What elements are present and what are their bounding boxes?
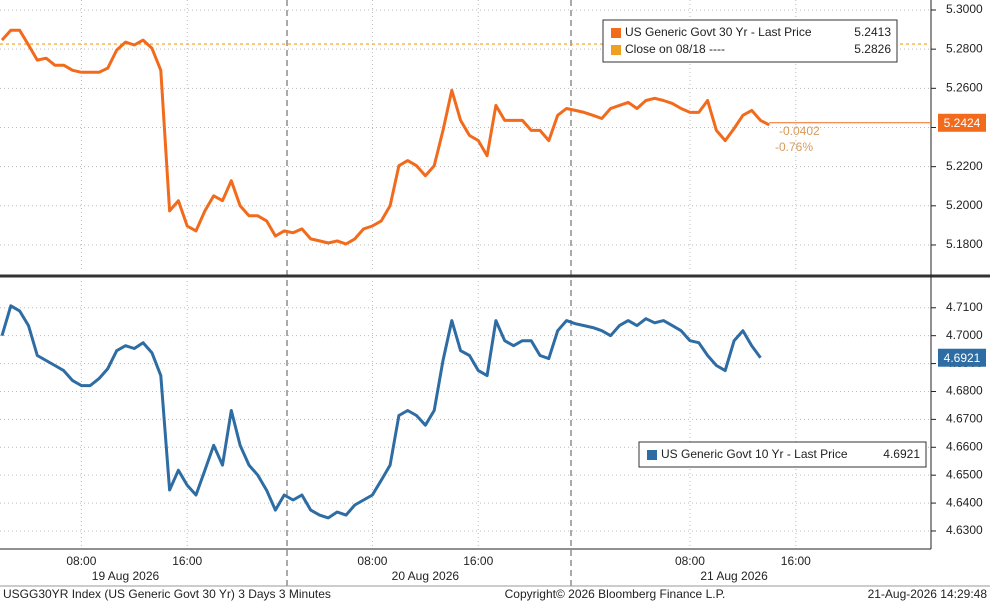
x-tick-label: 08:00: [357, 554, 387, 568]
x-group-label: 20 Aug 2026: [392, 569, 460, 583]
y-tick-label: 5.3000: [946, 2, 983, 16]
y-tick-label: 4.6700: [946, 412, 983, 426]
footer-right: 21-Aug-2026 14:29:48: [868, 587, 988, 601]
y-tick-label: 4.6600: [946, 439, 983, 453]
legend-name: Close on 08/18 ----: [625, 42, 725, 56]
x-tick-label: 08:00: [675, 554, 705, 568]
price-tag-label: 5.2424: [944, 116, 981, 130]
y-tick-label: 5.2200: [946, 159, 983, 173]
y-tick-label: 4.6300: [946, 523, 983, 537]
x-tick-label: 16:00: [172, 554, 202, 568]
legend-value: 5.2413: [854, 25, 891, 39]
y-tick-label: 5.2600: [946, 80, 983, 94]
series-line: [0, 304, 762, 520]
x-tick-label: 16:00: [463, 554, 493, 568]
x-group-label: 21 Aug 2026: [700, 569, 768, 583]
y-tick-label: 4.7100: [946, 300, 983, 314]
price-tag: [938, 113, 986, 132]
legend-name: US Generic Govt 30 Yr - Last Price: [625, 25, 812, 39]
change-pct-label: -0.76%: [775, 140, 813, 154]
y-tick-label: 4.6500: [946, 467, 983, 481]
x-group-label: 19 Aug 2026: [92, 569, 160, 583]
legend-box: [638, 441, 927, 468]
footer-left: USGG30YR Index (US Generic Govt 30 Yr) 3…: [3, 587, 331, 601]
y-tick-label: 5.2800: [946, 41, 983, 55]
series-line: [0, 28, 770, 246]
change-label: -0.0402: [779, 124, 820, 138]
x-tick-label: 16:00: [781, 554, 811, 568]
y-tick-label: 4.7000: [946, 328, 983, 342]
legend-box: [602, 19, 898, 63]
legend-swatch: [611, 28, 621, 38]
legend-value: 5.2826: [854, 42, 891, 56]
x-tick-label: 08:00: [66, 554, 96, 568]
price-tag: [938, 348, 986, 367]
legend-swatch: [611, 45, 621, 55]
footer-center: Copyright© 2026 Bloomberg Finance L.P.: [505, 587, 726, 601]
y-tick-label: 4.6800: [946, 384, 983, 398]
legend-swatch: [647, 450, 657, 460]
legend-name: US Generic Govt 10 Yr - Last Price: [661, 447, 848, 461]
y-tick-label: 4.6400: [946, 495, 983, 509]
price-tag-label: 4.6921: [944, 351, 981, 365]
y-tick-label: 5.1800: [946, 237, 983, 251]
legend-value: 4.6921: [883, 447, 920, 461]
y-tick-label: 5.2000: [946, 198, 983, 212]
